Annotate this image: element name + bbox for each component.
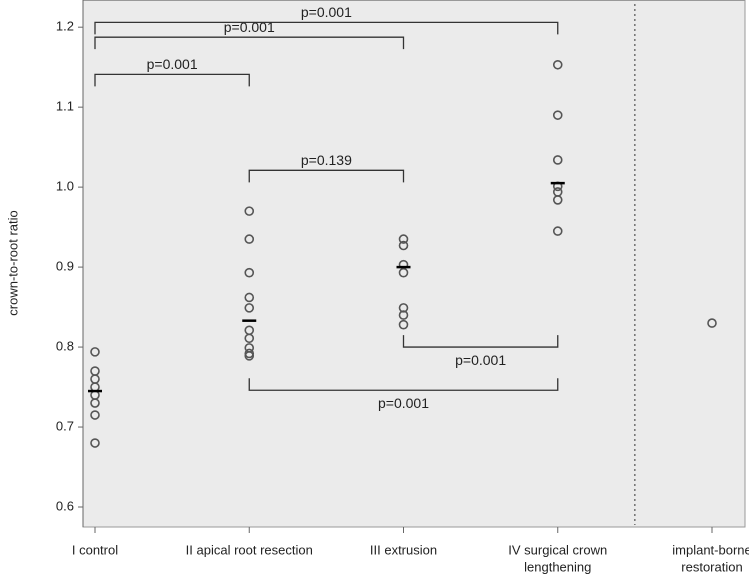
data-point [552, 195, 563, 205]
x-tick-label: implant-borne [672, 542, 749, 557]
x-tick-label: I control [72, 542, 118, 557]
data-point [398, 267, 409, 278]
data-point [244, 333, 255, 344]
comparison-label: p=0.001 [147, 56, 198, 72]
data-point [398, 319, 409, 330]
data-point [552, 226, 563, 236]
data-point [244, 206, 255, 216]
data-point [398, 310, 409, 320]
data-point [552, 155, 563, 165]
data-point [90, 398, 100, 408]
comparison-label: p=0.139 [301, 152, 352, 168]
x-tick-label: IV surgical crown [508, 542, 607, 557]
data-point [244, 267, 255, 278]
data-point [90, 410, 100, 420]
data-point [90, 347, 100, 357]
y-tick-label: 1.1 [56, 99, 74, 114]
x-tick-label: restoration [681, 559, 742, 574]
y-tick-label: 0.8 [56, 339, 74, 354]
comparison-bracket [248, 169, 405, 183]
comparison-label: p=0.001 [224, 19, 275, 35]
x-tick-label: II apical root resection [186, 542, 313, 557]
data-point [244, 303, 255, 313]
data-point [244, 292, 255, 303]
comparison-bracket [402, 335, 559, 348]
y-tick-label: 0.9 [56, 259, 74, 274]
data-point [707, 318, 717, 328]
data-point [398, 303, 409, 313]
data-point [244, 351, 255, 361]
y-tick-label: 1.2 [56, 19, 74, 34]
comparison-bracket [248, 378, 559, 391]
data-point [244, 234, 255, 244]
data-point [90, 438, 100, 448]
plot-area [82, 0, 746, 528]
y-tick-label: 0.7 [56, 418, 74, 433]
comparison-label: p=0.001 [378, 395, 429, 411]
y-axis-label: crown-to-root ratio [5, 210, 20, 315]
data-point [552, 110, 563, 120]
x-tick-label: III extrusion [370, 542, 437, 557]
x-tick-label: lengthening [524, 559, 591, 574]
data-point [398, 240, 409, 251]
data-point [398, 234, 409, 244]
comparison-bracket [94, 73, 250, 87]
comparison-bracket [94, 36, 405, 50]
y-tick-label: 1.0 [56, 179, 74, 194]
comparison-label: p=0.001 [455, 352, 506, 368]
data-point [552, 59, 563, 70]
comparison-label: p=0.001 [301, 4, 352, 20]
comparison-bracket [94, 21, 559, 35]
y-tick-label: 0.6 [56, 498, 74, 513]
